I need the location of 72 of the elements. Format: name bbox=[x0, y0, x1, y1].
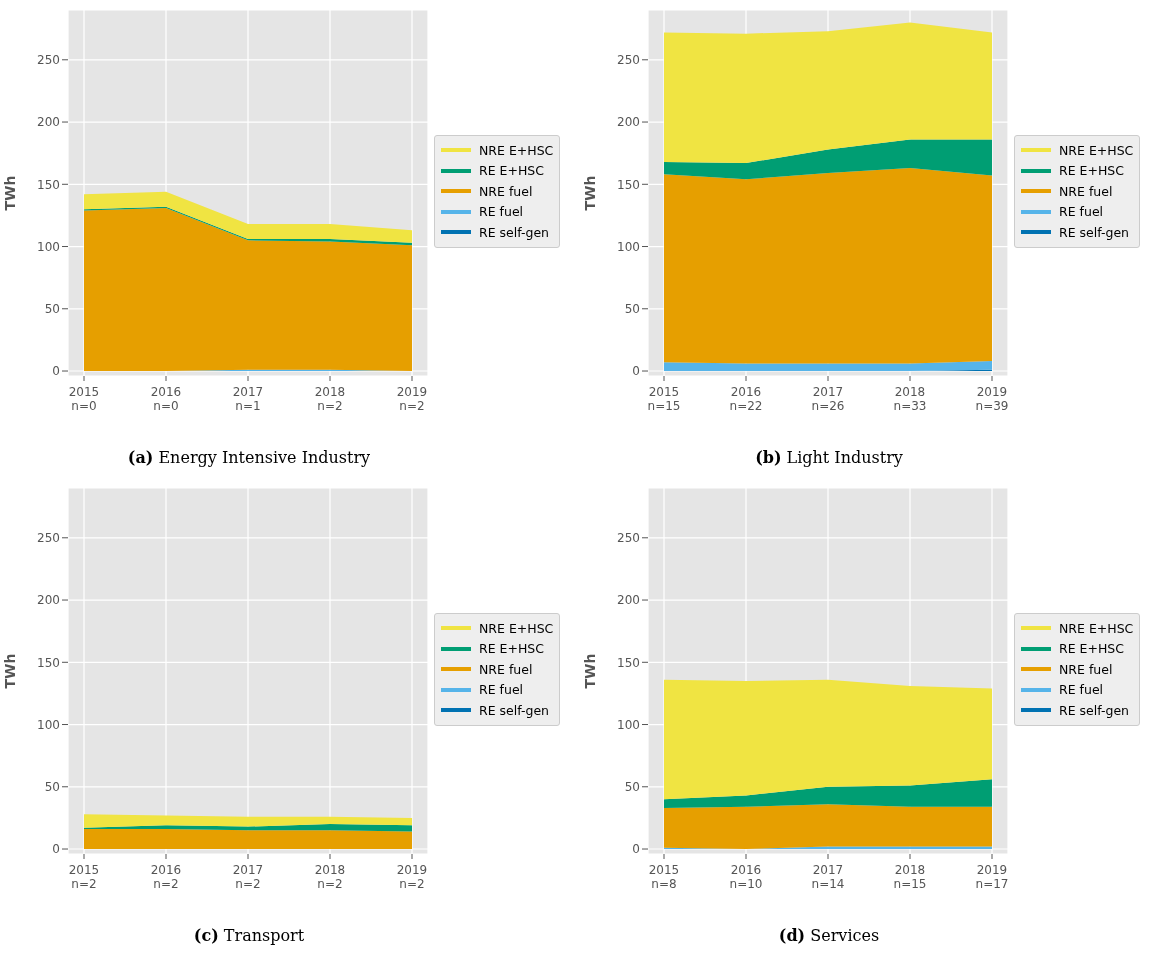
x-tick-label: 2019 n=2 bbox=[396, 863, 428, 891]
y-axis-title: TWh bbox=[581, 653, 598, 689]
legend-label: RE E+HSC bbox=[479, 641, 544, 657]
y-tick-label: 0 bbox=[52, 842, 60, 857]
x-tick-label: 2018 n=15 bbox=[893, 863, 927, 891]
legend-label: RE fuel bbox=[1059, 682, 1104, 698]
x-tick-label: 2017 n=14 bbox=[811, 863, 845, 891]
y-tick-label: 0 bbox=[632, 364, 640, 379]
y-tick-label: 200 bbox=[617, 115, 640, 130]
legend-label: NRE E+HSC bbox=[1059, 620, 1134, 636]
y-tick-label: 200 bbox=[37, 593, 60, 608]
legend-label: RE self-gen bbox=[1059, 224, 1130, 240]
legend-label: NRE fuel bbox=[1059, 661, 1113, 677]
text: (c) Transport bbox=[192, 926, 306, 945]
y-tick-label: 150 bbox=[37, 177, 60, 192]
x-tick-label: 2015 n=8 bbox=[648, 863, 680, 891]
legend-label: RE fuel bbox=[479, 682, 524, 698]
x-tick-label: 2016 n=2 bbox=[150, 863, 182, 891]
x-tick-label: 2016 n=10 bbox=[729, 863, 763, 891]
y-axis-title: TWh bbox=[1, 175, 18, 211]
text: (d) Services bbox=[777, 926, 881, 945]
legend-label: NRE fuel bbox=[1059, 183, 1113, 199]
y-tick-label: 100 bbox=[617, 717, 640, 732]
y-tick-label: 100 bbox=[617, 239, 640, 254]
legend-label: NRE E+HSC bbox=[479, 142, 554, 158]
x-tick-label: 2017 n=2 bbox=[232, 863, 264, 891]
legend-label: RE E+HSC bbox=[1059, 641, 1124, 657]
y-tick-label: 100 bbox=[37, 717, 60, 732]
legend-label: RE fuel bbox=[479, 204, 524, 220]
y-tick-label: 250 bbox=[37, 531, 60, 546]
y-tick-label: 200 bbox=[37, 115, 60, 130]
legend-label: NRE E+HSC bbox=[1059, 142, 1134, 158]
y-tick-label: 50 bbox=[624, 780, 640, 795]
x-tick-label: 2019 n=39 bbox=[975, 385, 1009, 413]
y-tick-label: 250 bbox=[617, 531, 640, 546]
y-tick-label: 150 bbox=[37, 655, 60, 670]
x-tick-label: 2019 n=2 bbox=[396, 385, 428, 413]
y-tick-label: 200 bbox=[617, 593, 640, 608]
y-tick-label: 50 bbox=[44, 302, 60, 317]
x-tick-label: 2015 n=15 bbox=[647, 385, 681, 413]
y-tick-label: 250 bbox=[617, 53, 640, 68]
legend-label: RE fuel bbox=[1059, 204, 1104, 220]
text: (a) Energy Intensive Industry bbox=[126, 448, 372, 467]
legend-label: RE E+HSC bbox=[479, 163, 544, 179]
x-tick-label: 2018 n=2 bbox=[314, 385, 346, 413]
y-axis-title: TWh bbox=[1, 653, 18, 689]
y-tick-label: 250 bbox=[37, 53, 60, 68]
y-tick-label: 150 bbox=[617, 177, 640, 192]
legend-label: NRE E+HSC bbox=[479, 620, 554, 636]
y-tick-label: 50 bbox=[624, 302, 640, 317]
y-tick-label: 50 bbox=[44, 780, 60, 795]
legend-label: NRE fuel bbox=[479, 661, 533, 677]
x-tick-label: 2015 n=2 bbox=[68, 863, 100, 891]
x-tick-label: 2019 n=17 bbox=[975, 863, 1009, 891]
x-tick-label: 2018 n=33 bbox=[893, 385, 927, 413]
x-tick-label: 2017 n=1 bbox=[232, 385, 264, 413]
legend-label: NRE fuel bbox=[479, 183, 533, 199]
x-tick-label: 2016 n=22 bbox=[729, 385, 763, 413]
x-tick-label: 2017 n=26 bbox=[811, 385, 845, 413]
y-tick-label: 150 bbox=[617, 655, 640, 670]
legend-label: RE E+HSC bbox=[1059, 163, 1124, 179]
y-axis-title: TWh bbox=[581, 175, 598, 211]
y-tick-label: 0 bbox=[52, 364, 60, 379]
y-tick-label: 100 bbox=[37, 239, 60, 254]
text: (b) Light Industry bbox=[754, 448, 904, 467]
x-tick-label: 2015 n=0 bbox=[68, 385, 100, 413]
legend-label: RE self-gen bbox=[1059, 702, 1130, 718]
legend-label: RE self-gen bbox=[479, 702, 550, 718]
x-tick-label: 2018 n=2 bbox=[314, 863, 346, 891]
legend-label: RE self-gen bbox=[479, 224, 550, 240]
y-tick-label: 0 bbox=[632, 842, 640, 857]
x-tick-label: 2016 n=0 bbox=[150, 385, 182, 413]
